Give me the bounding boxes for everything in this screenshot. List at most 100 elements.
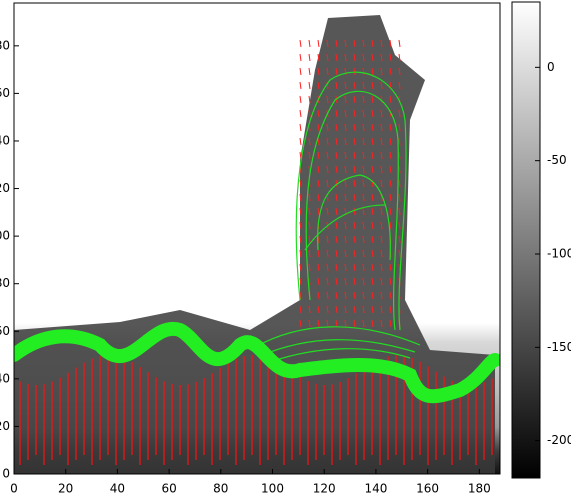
vector xyxy=(344,305,347,314)
vector xyxy=(389,67,392,76)
y-tick-label: 20 xyxy=(0,419,10,433)
y-tick-label: 60 xyxy=(0,324,10,338)
vector xyxy=(389,53,392,62)
vector xyxy=(344,235,347,244)
vector xyxy=(371,235,374,244)
vector xyxy=(353,67,356,76)
x-tick-label: 160 xyxy=(416,482,439,496)
vector xyxy=(299,67,302,76)
vector xyxy=(326,235,329,244)
vector xyxy=(353,95,356,104)
vector xyxy=(389,305,392,314)
vector xyxy=(380,291,383,300)
vector xyxy=(335,137,338,146)
vector xyxy=(362,151,365,160)
vector xyxy=(299,81,302,90)
vector xyxy=(380,221,383,230)
vector xyxy=(326,53,329,62)
vector xyxy=(353,305,356,314)
vector xyxy=(371,305,374,314)
vector xyxy=(299,137,302,146)
vector xyxy=(308,193,311,202)
vector xyxy=(353,319,356,328)
contours xyxy=(249,71,421,363)
colorbar-tick-label: -50 xyxy=(547,153,567,167)
vector xyxy=(335,53,338,62)
vector xyxy=(344,123,347,132)
vector xyxy=(389,263,392,272)
vector xyxy=(308,39,311,48)
vector xyxy=(362,137,365,146)
vector xyxy=(398,109,401,118)
vector xyxy=(380,123,383,132)
vector xyxy=(326,291,329,300)
vector xyxy=(344,109,347,118)
vector xyxy=(344,221,347,230)
vector xyxy=(335,207,338,216)
vector xyxy=(317,165,320,174)
vector xyxy=(344,277,347,286)
vector xyxy=(344,193,347,202)
vector xyxy=(317,53,320,62)
y-tick-label: 40 xyxy=(0,371,10,385)
vector xyxy=(398,39,401,48)
vector xyxy=(317,123,320,132)
vectors xyxy=(19,39,493,465)
vector xyxy=(380,305,383,314)
vector xyxy=(389,165,392,174)
vector xyxy=(335,179,338,188)
vector xyxy=(299,193,302,202)
vector xyxy=(398,151,401,160)
vector xyxy=(299,95,302,104)
vector xyxy=(389,137,392,146)
vector xyxy=(398,235,401,244)
vector xyxy=(371,151,374,160)
vector xyxy=(299,291,302,300)
vector xyxy=(326,151,329,160)
vector xyxy=(326,263,329,272)
vector xyxy=(380,179,383,188)
vector xyxy=(335,39,338,48)
colorbar xyxy=(511,1,541,479)
vector xyxy=(389,207,392,216)
vector xyxy=(335,109,338,118)
vector xyxy=(353,249,356,258)
vector xyxy=(362,67,365,76)
x-tick-label: 120 xyxy=(313,482,336,496)
y-tick-label: 180 xyxy=(0,38,10,52)
vector xyxy=(389,221,392,230)
vector xyxy=(335,81,338,90)
vector xyxy=(353,221,356,230)
vector xyxy=(308,305,311,314)
vector xyxy=(317,109,320,118)
vector xyxy=(353,165,356,174)
x-tick-label: 100 xyxy=(261,482,284,496)
image xyxy=(14,3,500,474)
vector xyxy=(299,53,302,62)
vector xyxy=(371,193,374,202)
plot-frame xyxy=(13,2,501,475)
vector xyxy=(344,151,347,160)
vector xyxy=(371,291,374,300)
vector xyxy=(371,67,374,76)
x-tick-label: 20 xyxy=(58,482,73,496)
vector xyxy=(380,235,383,244)
vector xyxy=(380,277,383,286)
vector xyxy=(353,263,356,272)
vector xyxy=(344,165,347,174)
vector xyxy=(362,53,365,62)
vector xyxy=(344,291,347,300)
vector xyxy=(317,67,320,76)
y-tick-label: 0 xyxy=(2,467,10,481)
vector xyxy=(317,207,320,216)
vector xyxy=(335,263,338,272)
vector xyxy=(344,95,347,104)
vector xyxy=(362,109,365,118)
vector xyxy=(362,291,365,300)
y-tick-label: 160 xyxy=(0,86,10,100)
vector xyxy=(326,249,329,258)
vector xyxy=(308,249,311,258)
vector xyxy=(380,249,383,258)
x-tick-label: 80 xyxy=(213,482,228,496)
